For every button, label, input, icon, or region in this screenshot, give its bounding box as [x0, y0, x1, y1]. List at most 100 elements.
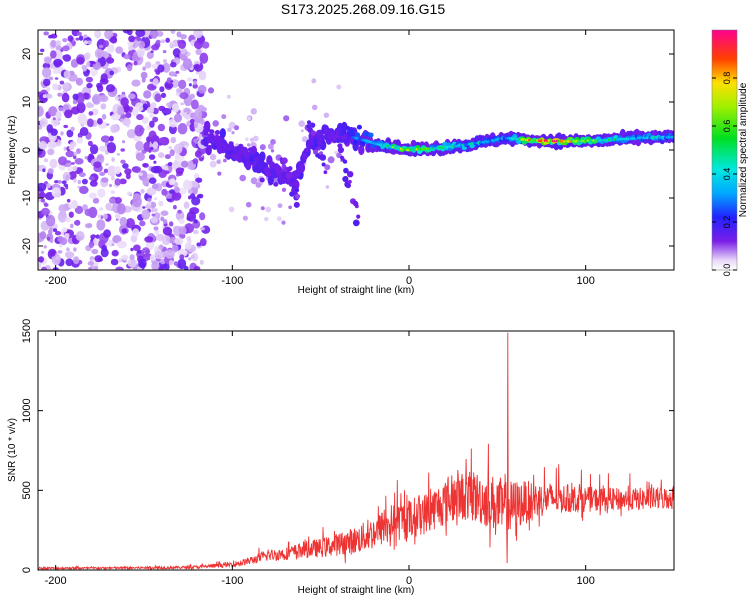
- ridge-cell: [271, 173, 277, 179]
- ridge-cell: [296, 169, 302, 174]
- noise-blob: [49, 227, 53, 231]
- noise-blob: [157, 64, 165, 73]
- noise-blob: [75, 231, 85, 241]
- noise-blob: [121, 254, 129, 261]
- noise-blob: [106, 57, 115, 64]
- noise-blob: [121, 228, 128, 234]
- faint-blob: [325, 185, 330, 189]
- noise-blob: [100, 135, 111, 143]
- noise-blob: [66, 160, 71, 164]
- noise-blob: [73, 178, 77, 183]
- noise-blob: [122, 30, 131, 34]
- streak-blob: [294, 187, 300, 193]
- noise-blob: [117, 240, 127, 249]
- noise-blob: [126, 191, 132, 196]
- noise-blob: [133, 244, 141, 252]
- noise-blob: [62, 38, 68, 43]
- noise-blob: [95, 234, 100, 239]
- noise-blob: [161, 235, 171, 246]
- noise-blob: [151, 183, 159, 190]
- noise-blob: [68, 73, 78, 82]
- noise-blob: [120, 97, 129, 107]
- streak-blob: [289, 177, 295, 183]
- ridge-cell: [261, 162, 267, 168]
- faint-blob: [281, 187, 287, 192]
- streak-blob: [310, 130, 316, 136]
- ridge-cell: [319, 134, 325, 140]
- faint-blob: [228, 206, 235, 213]
- noise-blob: [97, 118, 103, 125]
- streak-blob: [352, 219, 360, 227]
- noise-blob: [142, 177, 150, 187]
- noise-blob: [199, 259, 204, 265]
- noise-blob: [193, 80, 198, 85]
- ridge-cell: [209, 129, 215, 135]
- noise-blob: [88, 111, 94, 116]
- ridge-cell: [356, 124, 362, 130]
- streak-blob: [323, 170, 328, 175]
- noise-blob: [63, 70, 71, 79]
- spectrogram-x-tick-label: 0: [406, 275, 412, 287]
- noise-blob: [86, 69, 90, 74]
- noise-blob: [154, 250, 163, 260]
- noise-blob: [149, 120, 155, 128]
- noise-blob: [138, 258, 147, 269]
- ridge-cell: [277, 174, 283, 180]
- faint-blob: [276, 216, 282, 222]
- ridge-cell: [246, 163, 252, 169]
- faint-blob: [231, 131, 235, 135]
- noise-blob: [85, 223, 93, 229]
- noise-blob: [195, 48, 202, 56]
- streak-blob: [281, 157, 288, 164]
- streak-blob: [295, 193, 301, 199]
- noise-blob: [162, 50, 167, 54]
- noise-blob: [128, 35, 136, 43]
- noise-blob: [135, 30, 146, 38]
- noise-blob: [77, 113, 88, 125]
- noise-blob: [110, 258, 119, 266]
- noise-blob: [122, 117, 131, 126]
- noise-blob: [98, 44, 104, 49]
- noise-blob: [39, 48, 45, 53]
- noise-blob: [57, 180, 62, 184]
- streak-blob: [281, 164, 287, 169]
- noise-blob: [105, 163, 109, 166]
- streak-blob: [356, 214, 361, 219]
- noise-blob: [52, 69, 59, 75]
- faint-blob: [250, 137, 254, 142]
- noise-blob: [103, 229, 111, 238]
- spectrogram-x-tick-label: 100: [576, 275, 594, 287]
- noise-blob: [165, 249, 175, 259]
- snr-x-tick-label: 100: [576, 575, 594, 587]
- noise-blob: [75, 37, 80, 41]
- noise-blob: [42, 78, 51, 87]
- noise-blob: [110, 124, 118, 133]
- faint-blob: [247, 116, 252, 121]
- noise-blob: [194, 139, 198, 144]
- noise-blob: [87, 40, 92, 45]
- noise-blob: [99, 171, 106, 176]
- ridge-cell: [323, 128, 329, 134]
- noise-blob: [111, 157, 115, 162]
- noise-blob: [141, 77, 146, 83]
- noise-blob: [142, 247, 150, 254]
- faint-blob: [216, 160, 221, 164]
- noise-blob: [45, 93, 53, 99]
- noise-blob: [154, 93, 162, 103]
- snr-y-tick-label: 500: [21, 481, 33, 499]
- noise-blob: [161, 188, 168, 196]
- noise-blob: [93, 161, 102, 168]
- noise-blob: [88, 176, 95, 181]
- noise-blob: [60, 210, 67, 218]
- noise-blob: [47, 168, 54, 174]
- ridge-cell: [362, 131, 368, 137]
- noise-blob: [142, 103, 148, 110]
- noise-blob: [152, 78, 159, 86]
- noise-blob: [197, 193, 204, 199]
- noise-blob: [43, 158, 49, 163]
- noise-blob: [68, 170, 77, 180]
- noise-blob: [53, 58, 63, 67]
- noise-blob: [198, 133, 202, 138]
- noise-blob: [111, 249, 119, 257]
